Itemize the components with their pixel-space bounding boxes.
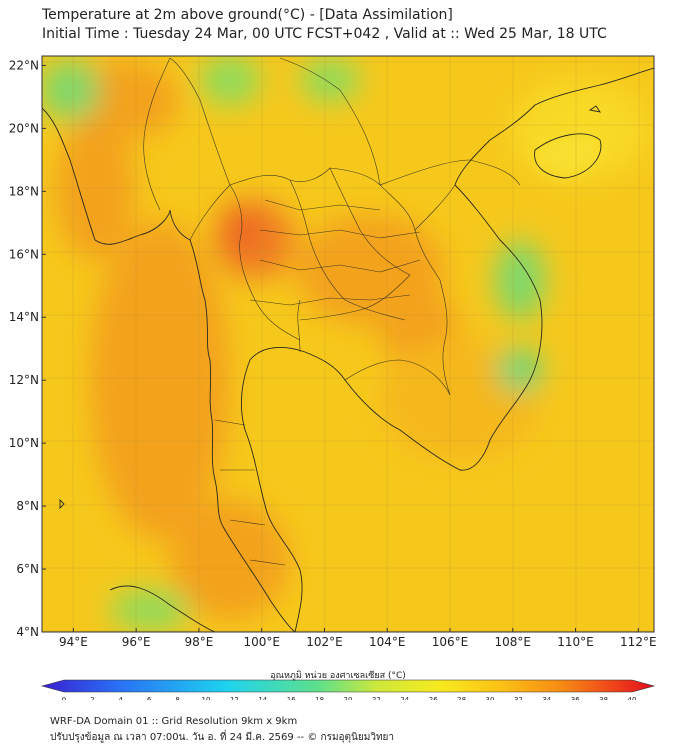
title-line-2: Initial Time : Tuesday 24 Mar, 00 UTC FC…	[42, 26, 607, 42]
lon-label: 94°E	[59, 635, 88, 649]
temperature-map: 4°N 6°N 8°N 10°N 12°N 14°N 16°N 18°N 20°N 22°N 94…	[9, 55, 657, 700]
lat-label: 12°N	[9, 373, 39, 387]
colorbar-tick-label: 16	[287, 696, 296, 700]
colorbar-tick-label: 24	[400, 696, 409, 700]
colorbar-tick-label: 6	[147, 696, 152, 700]
lon-label: 112°E	[620, 635, 657, 649]
colorbar-tick-label: 22	[372, 696, 381, 700]
lon-label: 110°E	[557, 635, 594, 649]
lat-label: 20°N	[9, 121, 39, 135]
lat-label: 22°N	[9, 58, 39, 72]
latitude-labels: 4°N 6°N 8°N 10°N 12°N 14°N 16°N 18°N 20°N 22°N	[9, 58, 46, 639]
lon-label: 96°E	[122, 635, 151, 649]
colorbar-tick-label: 4	[119, 696, 124, 700]
lon-label: 100°E	[243, 635, 280, 649]
title-line-1: Temperature at 2m above ground(°C) - [Da…	[42, 7, 453, 23]
colorbar-ticks: 0 2 4 6 8 10 12 14 16 18 20 22 24 26 28 30 32 34 36 38 40	[62, 696, 637, 700]
colorbar-tick-label: 14	[258, 696, 267, 700]
colorbar-tick-label: 18	[315, 696, 324, 700]
coastline	[42, 67, 654, 632]
footer-line-2: ปรับปรุงข้อมูล ณ เวลา 07:00น. วัน อ. ที่…	[50, 732, 395, 743]
colorbar-tick-label: 0	[62, 696, 66, 700]
lat-label: 6°N	[16, 562, 39, 576]
colorbar-tick-label: 10	[202, 696, 211, 700]
colorbar-tick-label: 40	[628, 696, 637, 700]
lon-label: 98°E	[184, 635, 213, 649]
footer-line-1: WRF-DA Domain 01 :: Grid Resolution 9km …	[50, 716, 298, 727]
temperature-field	[42, 56, 654, 632]
lon-label: 104°E	[369, 635, 406, 649]
colorbar-tick-label: 34	[542, 696, 551, 700]
colorbar-tick-label: 30	[486, 696, 495, 700]
colorbar-tick-label: 32	[514, 696, 523, 700]
lat-label: 14°N	[9, 310, 39, 324]
lon-label: 106°E	[432, 635, 469, 649]
lon-label: 102°E	[306, 635, 343, 649]
colorbar-tick-label: 2	[90, 696, 94, 700]
lat-label: 8°N	[16, 499, 39, 513]
longitude-labels: 94°E 96°E 98°E 100°E 102°E 104°E 106°E 108°E 110…	[59, 628, 657, 649]
colorbar-tick-label: 8	[175, 696, 179, 700]
colorbar: 0 2 4 6 8 10 12 14 16 18 20 22 24 26 28 30 32 34 36 38 40	[40, 679, 656, 700]
colorbar-title: อุณหภูมิ หน่วย องศาเซลเซียส (°C)	[270, 671, 406, 681]
colorbar-tick-label: 26	[429, 696, 438, 700]
lon-label: 108°E	[495, 635, 532, 649]
colorbar-tick-label: 28	[457, 696, 466, 700]
admin-borders	[143, 57, 521, 566]
colorbar-tick-label: 12	[230, 696, 239, 700]
colorbar-tick-label: 36	[571, 696, 580, 700]
gridlines	[42, 56, 654, 632]
colorbar-tick-label: 20	[344, 696, 353, 700]
lat-label: 16°N	[9, 247, 39, 261]
lat-label: 18°N	[9, 184, 39, 198]
lat-label: 4°N	[16, 625, 39, 639]
map-frame	[41, 55, 655, 633]
colorbar-tick-label: 38	[599, 696, 608, 700]
lat-label: 10°N	[9, 436, 39, 450]
